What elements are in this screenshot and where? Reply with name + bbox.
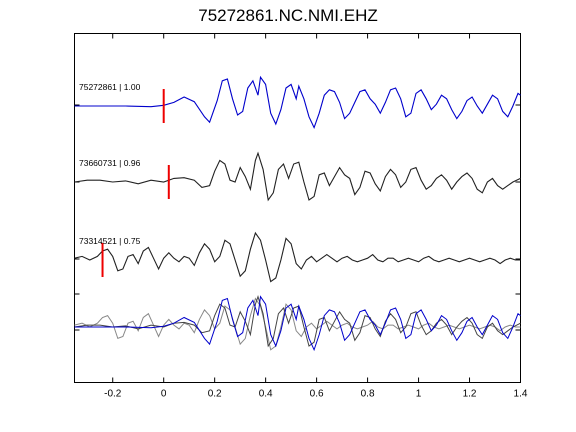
x-tick-labels: -0.2 0 0.2 0.4 0.6 0.8 1 1.2 1.4 <box>104 389 528 400</box>
x-tick-label: 0 <box>161 389 167 400</box>
trace-label: 73660731 | 0.96 <box>79 158 141 168</box>
trace-line <box>74 75 521 130</box>
overlay-trace-line <box>74 295 521 352</box>
x-tick-label: -0.2 <box>104 389 122 400</box>
trace-label: 75272861 | 1.00 <box>79 82 141 92</box>
x-tick-label: 0.4 <box>259 389 273 400</box>
x-tick-label: 0.2 <box>208 389 222 400</box>
trace-labels: 75272861 | 1.00 73660731 | 0.96 73314521 |… <box>79 82 141 246</box>
x-tick-label: 0.8 <box>361 389 375 400</box>
page-title: 75272861.NC.NMI.EHZ <box>198 6 378 25</box>
axes-frame <box>74 33 521 383</box>
trace-line <box>74 231 521 283</box>
traces <box>74 75 521 352</box>
trace-label: 73314521 | 0.75 <box>79 236 141 246</box>
x-tick-label: 1.4 <box>514 389 528 400</box>
trace-line <box>74 151 521 202</box>
x-tick-label: 1.2 <box>463 389 477 400</box>
x-tick-label: 0.6 <box>310 389 324 400</box>
overlay-trace-line <box>74 294 521 348</box>
x-tick-label: 1 <box>416 389 422 400</box>
tick-marks <box>74 33 521 383</box>
